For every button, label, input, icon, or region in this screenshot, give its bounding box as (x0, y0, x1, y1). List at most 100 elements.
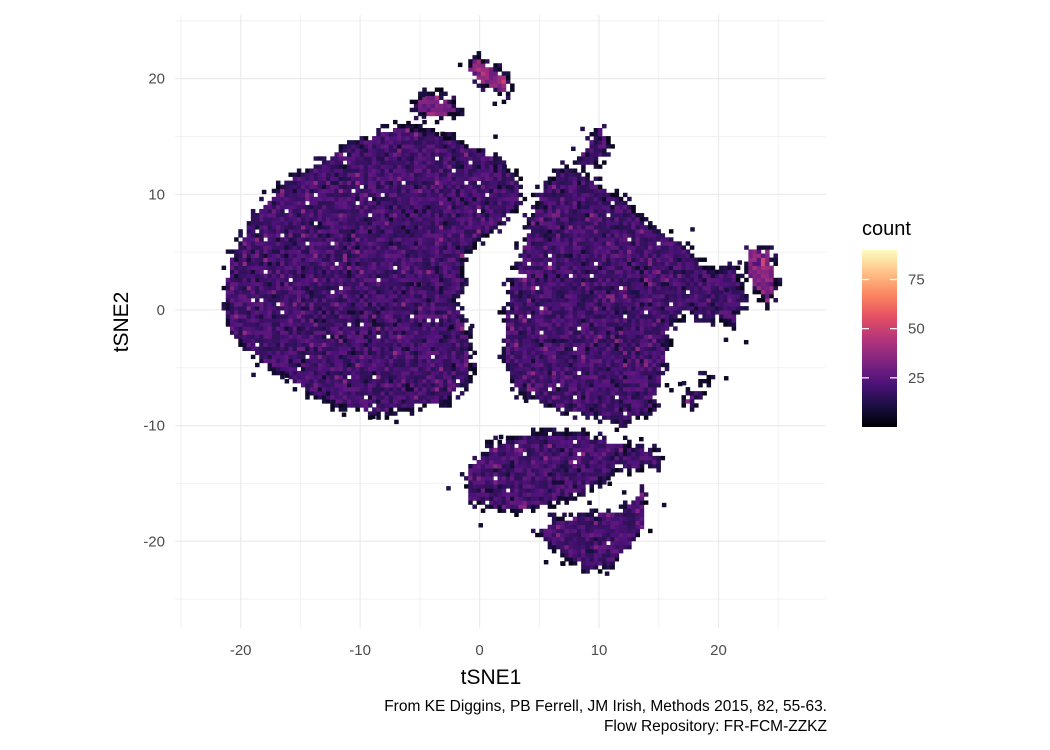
density-cell (246, 253, 252, 258)
density-cell (484, 67, 490, 72)
density-cell (275, 249, 281, 254)
density-cell (472, 204, 477, 210)
density-cell (568, 387, 574, 392)
density-cell (313, 374, 319, 380)
density-cell (551, 176, 557, 181)
density-cell (229, 298, 235, 303)
density-cell (526, 463, 532, 469)
density-cell (455, 107, 461, 113)
density-cell (397, 391, 402, 396)
density-cell (535, 346, 540, 351)
density-cell (338, 176, 344, 181)
density-cell (330, 188, 335, 194)
density-cell (556, 318, 561, 323)
density-cell (451, 192, 457, 198)
density-cell (455, 310, 461, 315)
density-cell (275, 196, 281, 202)
density-cell (380, 213, 385, 218)
density-cell (535, 249, 540, 254)
density-cell (443, 168, 448, 173)
density-cell (367, 322, 373, 327)
density-cell (480, 455, 486, 461)
density-cell (380, 168, 385, 173)
density-cell (301, 237, 306, 242)
density-cell (572, 249, 578, 254)
density-cell (309, 362, 314, 368)
density-cell (401, 144, 406, 149)
density-cell (455, 281, 461, 287)
density-cell (301, 213, 306, 218)
density-cell (455, 273, 461, 279)
density-cell (267, 269, 273, 275)
density-cell (438, 261, 444, 266)
density-cell (451, 338, 457, 343)
density-cell (505, 468, 511, 473)
density-cell (259, 249, 264, 254)
density-cell (556, 237, 561, 242)
density-cell (376, 225, 381, 230)
density-cell (572, 496, 578, 501)
density-cell (476, 484, 482, 489)
density-cell (430, 188, 436, 194)
density-cell (267, 281, 273, 287)
density-cell (539, 200, 544, 206)
density-cell (321, 342, 327, 347)
density-cell (347, 314, 352, 319)
density-cell (393, 164, 398, 169)
density-cell (556, 302, 561, 307)
density-cell (493, 184, 498, 190)
density-cells (221, 51, 783, 576)
density-cell (543, 459, 549, 465)
density-cell (296, 306, 302, 311)
density-cell (476, 75, 482, 80)
density-cell (530, 285, 536, 291)
density-cell (330, 281, 335, 287)
density-cell (426, 326, 431, 331)
density-cell (405, 245, 411, 250)
density-cell (313, 314, 319, 319)
density-cell (255, 322, 260, 327)
density-cell (501, 459, 507, 465)
density-cell (225, 293, 231, 299)
density-cell (409, 370, 415, 376)
density-cell (326, 306, 331, 311)
density-cell (535, 492, 540, 497)
density-cell (334, 358, 339, 364)
density-cell (547, 269, 553, 275)
density-cell (313, 188, 319, 194)
density-cell (459, 233, 465, 238)
density-cell (384, 362, 390, 368)
density-cell (530, 306, 536, 311)
density-cell (288, 180, 294, 186)
density-cell (464, 229, 469, 234)
density-cell (497, 480, 503, 485)
density-cell (301, 217, 306, 222)
density-cell (447, 107, 452, 113)
density-cell (526, 257, 532, 262)
density-cell (543, 213, 549, 218)
density-cell (284, 306, 289, 311)
density-cell (275, 233, 281, 238)
density-cell (255, 293, 260, 299)
density-cell (267, 285, 273, 291)
density-cell (535, 322, 540, 327)
density-cell (280, 298, 285, 303)
density-cell (535, 330, 540, 335)
density-cell (430, 164, 436, 169)
density-cell (514, 208, 519, 214)
density-cell (572, 330, 578, 335)
density-cell (572, 188, 578, 194)
density-cell (484, 480, 490, 485)
density-cell (338, 257, 344, 262)
density-cell (238, 249, 243, 254)
density-cell (317, 192, 323, 198)
density-cell (551, 350, 557, 356)
density-cell (518, 289, 523, 295)
density-cell (246, 233, 252, 238)
density-cell (426, 338, 431, 343)
density-cell (476, 204, 482, 210)
density-cell (560, 431, 565, 437)
density-cell (564, 399, 569, 404)
density-cell (560, 391, 565, 396)
density-cell (480, 63, 486, 68)
